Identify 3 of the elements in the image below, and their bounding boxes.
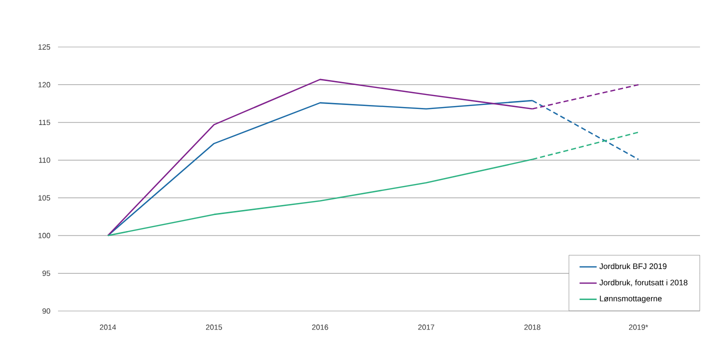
legend-label: Jordbruk BFJ 2019 — [599, 263, 666, 270]
legend-label: Lønnsmottagerne — [600, 296, 662, 303]
legend-label: Jordbruk, forutsatt i 2018 — [599, 279, 688, 286]
